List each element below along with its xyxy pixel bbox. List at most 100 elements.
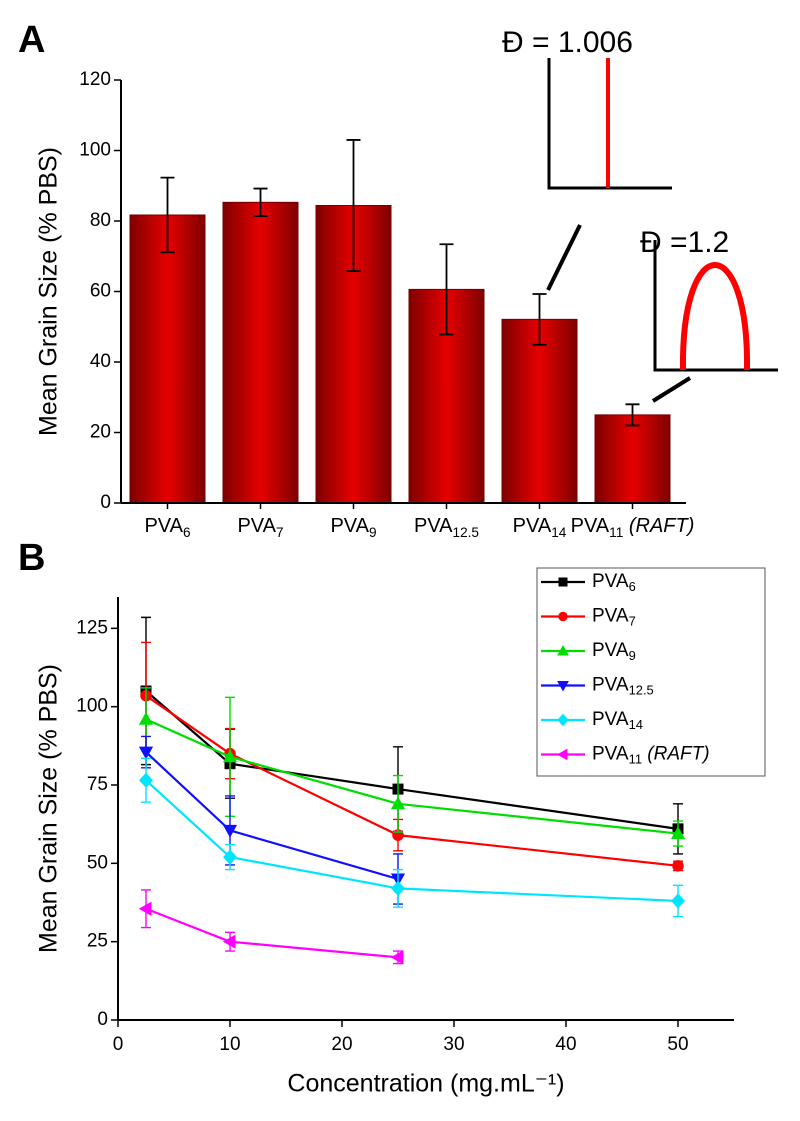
x-tick-label: 0 <box>113 1034 124 1055</box>
y-tick-label: 120 <box>79 69 111 90</box>
legend-label: PVA6 <box>592 571 636 594</box>
text-part: (RAFT) <box>623 515 694 537</box>
marker <box>558 577 568 587</box>
marker <box>557 713 569 727</box>
x-tick-label: 10 <box>219 1034 240 1055</box>
marker <box>222 749 238 763</box>
x-tick-label: 20 <box>331 1034 352 1055</box>
y-tick-label: 75 <box>87 774 108 795</box>
marker <box>223 849 237 865</box>
marker <box>556 748 568 761</box>
marker <box>390 950 404 965</box>
subscript: 9 <box>369 525 377 540</box>
y-tick-label: 0 <box>97 1009 108 1030</box>
series-line <box>145 907 399 959</box>
subscript: 12.5 <box>453 525 479 540</box>
inset-connector <box>651 376 692 403</box>
subscript: 6 <box>629 579 636 594</box>
marker <box>672 860 684 872</box>
legend-label: PVA14 <box>592 709 643 732</box>
series-line <box>145 718 679 835</box>
text-part: PVA <box>592 571 629 592</box>
marker <box>390 796 406 810</box>
y-tick-label: 25 <box>87 931 108 952</box>
inset-connector <box>546 224 582 291</box>
x-tick-label: PVA7 <box>237 515 283 539</box>
marker <box>139 772 153 788</box>
inset-axes <box>653 240 778 372</box>
y-tick-label: 60 <box>90 281 111 302</box>
inset-axes <box>547 58 672 190</box>
bar <box>501 318 578 504</box>
x-tick-label: PVA14 <box>513 515 567 539</box>
subscript: 11 <box>609 525 623 540</box>
y-tick-label: 100 <box>79 140 111 161</box>
x-axis-label: Concentration (mg.mL⁻¹) <box>287 1070 564 1098</box>
bar <box>594 414 671 504</box>
marker <box>222 934 236 949</box>
text-part: PVA <box>592 606 629 627</box>
subscript: 14 <box>551 525 567 540</box>
legend-label: PVA12.5 <box>592 675 654 698</box>
marker <box>138 711 154 725</box>
marker <box>557 681 569 692</box>
marker <box>670 826 686 840</box>
subscript: 14 <box>629 717 643 732</box>
marker <box>557 644 569 656</box>
bar <box>315 204 392 504</box>
text-part: (RAFT) <box>642 744 710 765</box>
y-tick-label: 100 <box>76 696 108 717</box>
error-bar <box>532 293 547 346</box>
x-tick-label: 30 <box>443 1034 464 1055</box>
marker <box>138 746 154 760</box>
marker <box>222 824 238 838</box>
y-axis-label: Mean Grain Size (% PBS) <box>35 664 63 953</box>
y-tick-label: 125 <box>76 617 108 638</box>
x-tick-label: 50 <box>667 1034 688 1055</box>
panel-label: A <box>18 19 45 61</box>
inset-curve <box>679 262 751 371</box>
inset-narrow: Đ = 1.006 <box>502 26 672 291</box>
legend-label: PVA11 (RAFT) <box>592 744 710 767</box>
annotation: Đ = 1.006 <box>502 26 633 59</box>
x-tick-label: PVA9 <box>330 515 376 539</box>
text-part: PVA <box>592 709 629 730</box>
error-bar <box>625 403 640 427</box>
y-tick-label: 0 <box>100 492 111 513</box>
text-part: PVA <box>237 515 276 537</box>
text-part: PVA <box>571 515 610 537</box>
series-line <box>145 690 679 830</box>
panel-label: B <box>18 537 45 579</box>
bar <box>222 201 299 504</box>
error-bar <box>160 176 175 254</box>
marker <box>391 880 405 897</box>
annotation: Đ =1.2 <box>640 226 729 259</box>
text-part: PVA <box>592 675 629 696</box>
text-part: PVA <box>592 744 629 765</box>
text-part: PVA <box>330 515 369 537</box>
series-line <box>145 694 679 867</box>
text-part: PVA <box>592 640 629 661</box>
marker <box>671 893 685 909</box>
subscript: 7 <box>629 614 636 629</box>
legend-box <box>536 567 766 777</box>
x-tick-label: PVA11 (RAFT) <box>571 515 695 539</box>
x-tick-label: PVA6 <box>144 515 190 539</box>
text-part: PVA <box>513 515 552 537</box>
subscript: 11 <box>629 752 642 767</box>
inset-broad: Đ =1.2 <box>640 226 778 403</box>
y-tick-label: 40 <box>90 351 111 372</box>
subscript: 9 <box>629 648 636 663</box>
x-tick-label: PVA12.5 <box>414 515 479 539</box>
x-tick-label: 40 <box>555 1034 576 1055</box>
bar <box>129 214 206 504</box>
subscript: 7 <box>276 525 284 540</box>
y-tick-label: 50 <box>87 852 108 873</box>
marker <box>558 611 568 622</box>
subscript: 12.5 <box>629 683 654 698</box>
error-bar <box>439 243 454 336</box>
text-part: PVA <box>144 515 183 537</box>
error-bar <box>253 187 268 217</box>
legend-label: PVA7 <box>592 606 636 629</box>
